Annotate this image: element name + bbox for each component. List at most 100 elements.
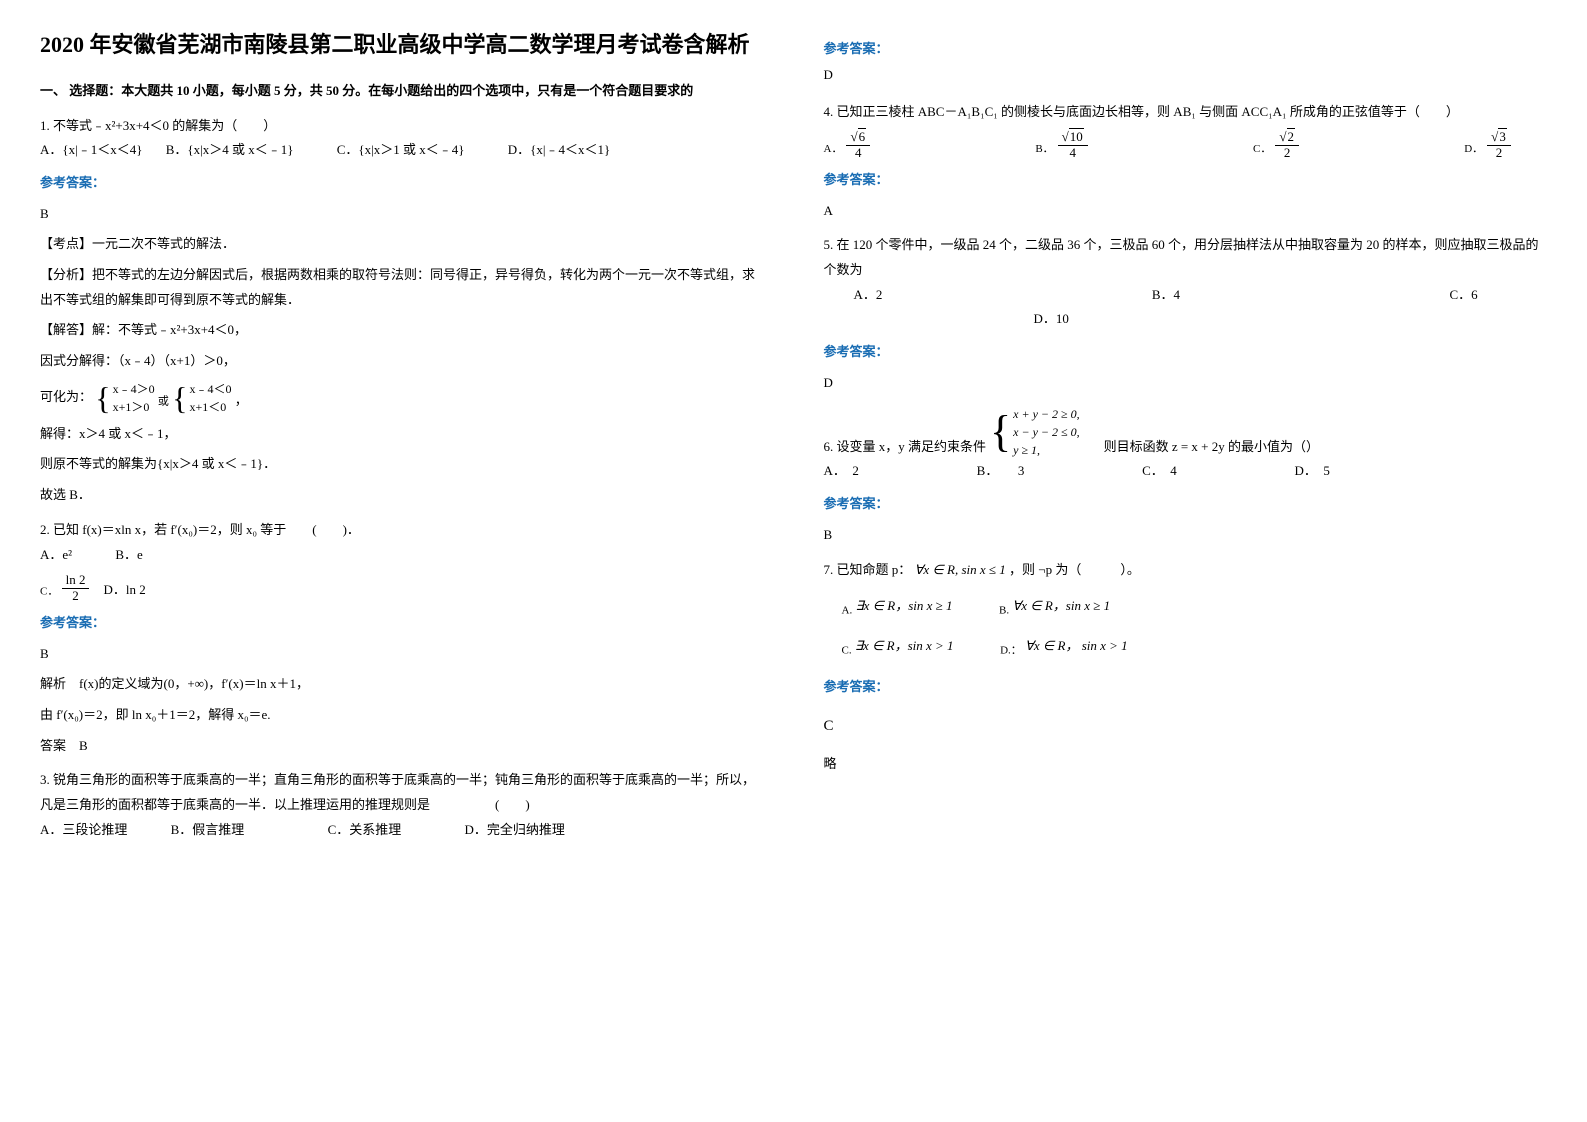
q4-opt-b-frac: 10 4 [1058, 130, 1088, 160]
q4-a-den: 4 [846, 146, 870, 160]
q6-opt-d: D． 5 [1295, 459, 1330, 484]
q1-sys2-l1: x﹣4＜0 [190, 382, 232, 396]
q1-exp-3: 【解答】解：不等式﹣x²+3x+4＜0， [40, 318, 764, 343]
q1-exp-2: 【分析】把不等式的左边分解因式后，根据两数相乘的取符号法则：同号得正，异号得负，… [40, 263, 764, 312]
q2-opt-c-den: 2 [62, 589, 90, 603]
q2-opt-d: D．ln 2 [103, 578, 145, 603]
q7-opt-c-pre: C. [842, 644, 852, 656]
q6-text: 6. 设变量 x，y 满足约束条件 { x + y − 2 ≥ 0, x − y… [824, 405, 1548, 459]
q3-opt-b: B．假言推理 [171, 822, 245, 837]
q6-opt-b: B． 3 [977, 459, 1025, 484]
question-7: 7. 已知命题 p： ∀x ∈ R, sin x ≤ 1 ，则 ¬p 为（ ）。… [824, 558, 1548, 778]
q5-opt-a: A．2 [854, 283, 883, 308]
q1-opt-c: C．{x|x＞1 或 x＜﹣4} [337, 142, 465, 157]
q1-exp-8: 故选 B． [40, 483, 764, 508]
q1-opt-a: A．{x|﹣1＜x＜4} [40, 142, 142, 157]
q4-d-den: 2 [1487, 146, 1511, 160]
q4-opt-c-frac: 2 2 [1275, 130, 1299, 160]
q6-answer-label: 参考答案： [824, 492, 1548, 517]
q4-a-num: 6 [858, 128, 867, 144]
question-5: 5. 在 120 个零件中，一级品 24 个，二级品 36 个，三极品 60 个… [824, 233, 1548, 395]
q7-opt-b: ∀x ∈ R，sin x ≥ 1 [1012, 598, 1110, 613]
q2-opt-c-num: ln 2 [62, 573, 90, 588]
q1-exp5-mid: 或 [158, 395, 169, 407]
q5-answer-label: 参考答案： [824, 340, 1548, 365]
q1-exp-7: 则原不等式的解集为{x|x＞4 或 x＜﹣1}． [40, 452, 764, 477]
q1-exp-5: 可化为： { x﹣4＞0 x+1＞0 或 { x﹣4＜0 x+1＜0 ， [40, 380, 764, 416]
q4-opt-a-frac: 6 4 [846, 130, 870, 160]
q1-exp5-post: ， [235, 392, 248, 407]
q1-answer: B [40, 202, 764, 227]
q1-sys1-l1: x﹣4＞0 [113, 382, 155, 396]
q7-options-row2: C. ∃x ∈ R，sin x > 1 D.： ∀x ∈ R， sin x > … [824, 634, 1548, 661]
q4-opt-d-l: D． [1464, 139, 1483, 160]
question-2: 2. 已知 f(x)＝xln x，若 f′(x₀)＝2，则 x₀ 等于 ( )．… [40, 518, 764, 758]
right-column: 参考答案： D 4. 已知正三棱柱 ABC－A₁B₁C₁ 的侧棱长与底面边长相等… [824, 30, 1548, 852]
q6-sys-l2: x − y − 2 ≤ 0, [1013, 425, 1079, 439]
q4-answer-label: 参考答案： [824, 168, 1548, 193]
q3-opt-c: C．关系推理 [328, 822, 402, 837]
q7-text-formula: ∀x ∈ R, sin x ≤ 1 [915, 562, 1006, 577]
q2-options-row1: A．e² B．e [40, 543, 764, 568]
q6-text-post: 则目标函数 z = x + 2y 的最小值为（） [1104, 435, 1319, 460]
q1-sys1-l2: x+1＞0 [113, 400, 150, 414]
q1-system-1: { x﹣4＞0 x+1＞0 [95, 380, 154, 416]
q7-exp: 略 [824, 752, 1548, 777]
q1-exp5-pre: 可化为： [40, 389, 92, 404]
q2-text: 2. 已知 f(x)＝xln x，若 f′(x₀)＝2，则 x₀ 等于 ( )． [40, 518, 764, 543]
q3-opt-d: D．完全归纳推理 [464, 822, 564, 837]
q7-text-pre: 7. 已知命题 p： [824, 562, 912, 577]
q6-answer: B [824, 523, 1548, 548]
q7-opt-d-pre: D.： [1000, 644, 1022, 656]
q4-d-num: 3 [1498, 128, 1507, 144]
q1-options: A．{x|﹣1＜x＜4} B．{x|x＞4 或 x＜﹣1} C．{x|x＞1 或… [40, 138, 764, 163]
q1-opt-b: B．{x|x＞4 或 x＜﹣1} [166, 142, 294, 157]
q1-sys2-l2: x+1＜0 [190, 400, 227, 414]
q1-exp-1: 【考点】一元二次不等式的解法． [40, 232, 764, 257]
q7-text: 7. 已知命题 p： ∀x ∈ R, sin x ≤ 1 ，则 ¬p 为（ ）。 [824, 558, 1548, 583]
q3-text: 3. 锐角三角形的面积等于底乘高的一半；直角三角形的面积等于底乘高的一半；钝角三… [40, 768, 764, 817]
q5-options: A．2 B．4 C．6 D．10 [824, 283, 1548, 332]
q1-opt-d: D．{x|﹣4＜x＜1} [508, 142, 610, 157]
q5-opt-c: C．6 [1449, 283, 1477, 308]
q4-opt-b-l: B． [1035, 139, 1053, 160]
q5-answer: D [824, 371, 1548, 396]
q7-answer-label: 参考答案： [824, 675, 1548, 700]
q4-b-num: 10 [1069, 128, 1084, 144]
q3-options: A．三段论推理 B．假言推理 C．关系推理 D．完全归纳推理 [40, 818, 764, 843]
q4-answer: A [824, 199, 1548, 224]
q4-c-den: 2 [1275, 146, 1299, 160]
q3-opt-a: A．三段论推理 [40, 822, 127, 837]
q6-opt-a: A． 2 [824, 459, 859, 484]
question-6: 6. 设变量 x，y 满足约束条件 { x + y − 2 ≥ 0, x − y… [824, 405, 1548, 547]
q6-sys-l3: y ≥ 1, [1013, 443, 1040, 457]
q4-opt-d-frac: 3 2 [1487, 130, 1511, 160]
q2-exp-3: 答案 B [40, 734, 764, 759]
q1-answer-label: 参考答案： [40, 171, 764, 196]
q7-text-post: ，则 ¬p 为（ ）。 [1009, 562, 1140, 577]
q4-c-num: 2 [1287, 128, 1296, 144]
q1-text: 1. 不等式﹣x²+3x+4＜0 的解集为（ ） [40, 114, 764, 139]
q2-opt-c-pre: C． [40, 586, 58, 598]
q6-system: { x + y − 2 ≥ 0, x − y − 2 ≤ 0, y ≥ 1, [990, 405, 1080, 459]
q2-exp-1: 解析 f(x)的定义域为(0，+∞)，f′(x)＝ln x＋1， [40, 672, 764, 697]
q7-opt-a: ∃x ∈ R，sin x ≥ 1 [855, 598, 952, 613]
q4-options: A． 6 4 B． 10 4 C． 2 [824, 130, 1511, 160]
exam-title: 2020 年安徽省芜湖市南陵县第二职业高级中学高二数学理月考试卷含解析 [40, 30, 764, 61]
q2-opt-b: B．e [115, 547, 142, 562]
q6-opt-c: C． 4 [1142, 459, 1177, 484]
q5-text: 5. 在 120 个零件中，一级品 24 个，二级品 36 个，三极品 60 个… [824, 233, 1548, 282]
q4-text: 4. 已知正三棱柱 ABC－A₁B₁C₁ 的侧棱长与底面边长相等，则 AB₁ 与… [824, 100, 1548, 125]
q2-opt-c-frac: ln 2 2 [62, 573, 90, 603]
q5-opt-d: D．10 [1034, 311, 1069, 326]
q4-opt-c-l: C． [1253, 139, 1271, 160]
q1-exp-4: 因式分解得：（x﹣4）（x+1）＞0， [40, 349, 764, 374]
q4-b-den: 4 [1058, 146, 1088, 160]
q6-sys-l1: x + y − 2 ≥ 0, [1013, 407, 1079, 421]
q1-exp-6: 解得：x＞4 或 x＜﹣1， [40, 422, 764, 447]
q2-answer-label: 参考答案： [40, 611, 764, 636]
q3-answer-label: 参考答案： [824, 38, 1548, 57]
question-4: 4. 已知正三棱柱 ABC－A₁B₁C₁ 的侧棱长与底面边长相等，则 AB₁ 与… [824, 100, 1548, 224]
q7-opt-d: ∀x ∈ R， sin x > 1 [1025, 638, 1128, 653]
q7-opt-a-pre: A. [842, 605, 853, 617]
